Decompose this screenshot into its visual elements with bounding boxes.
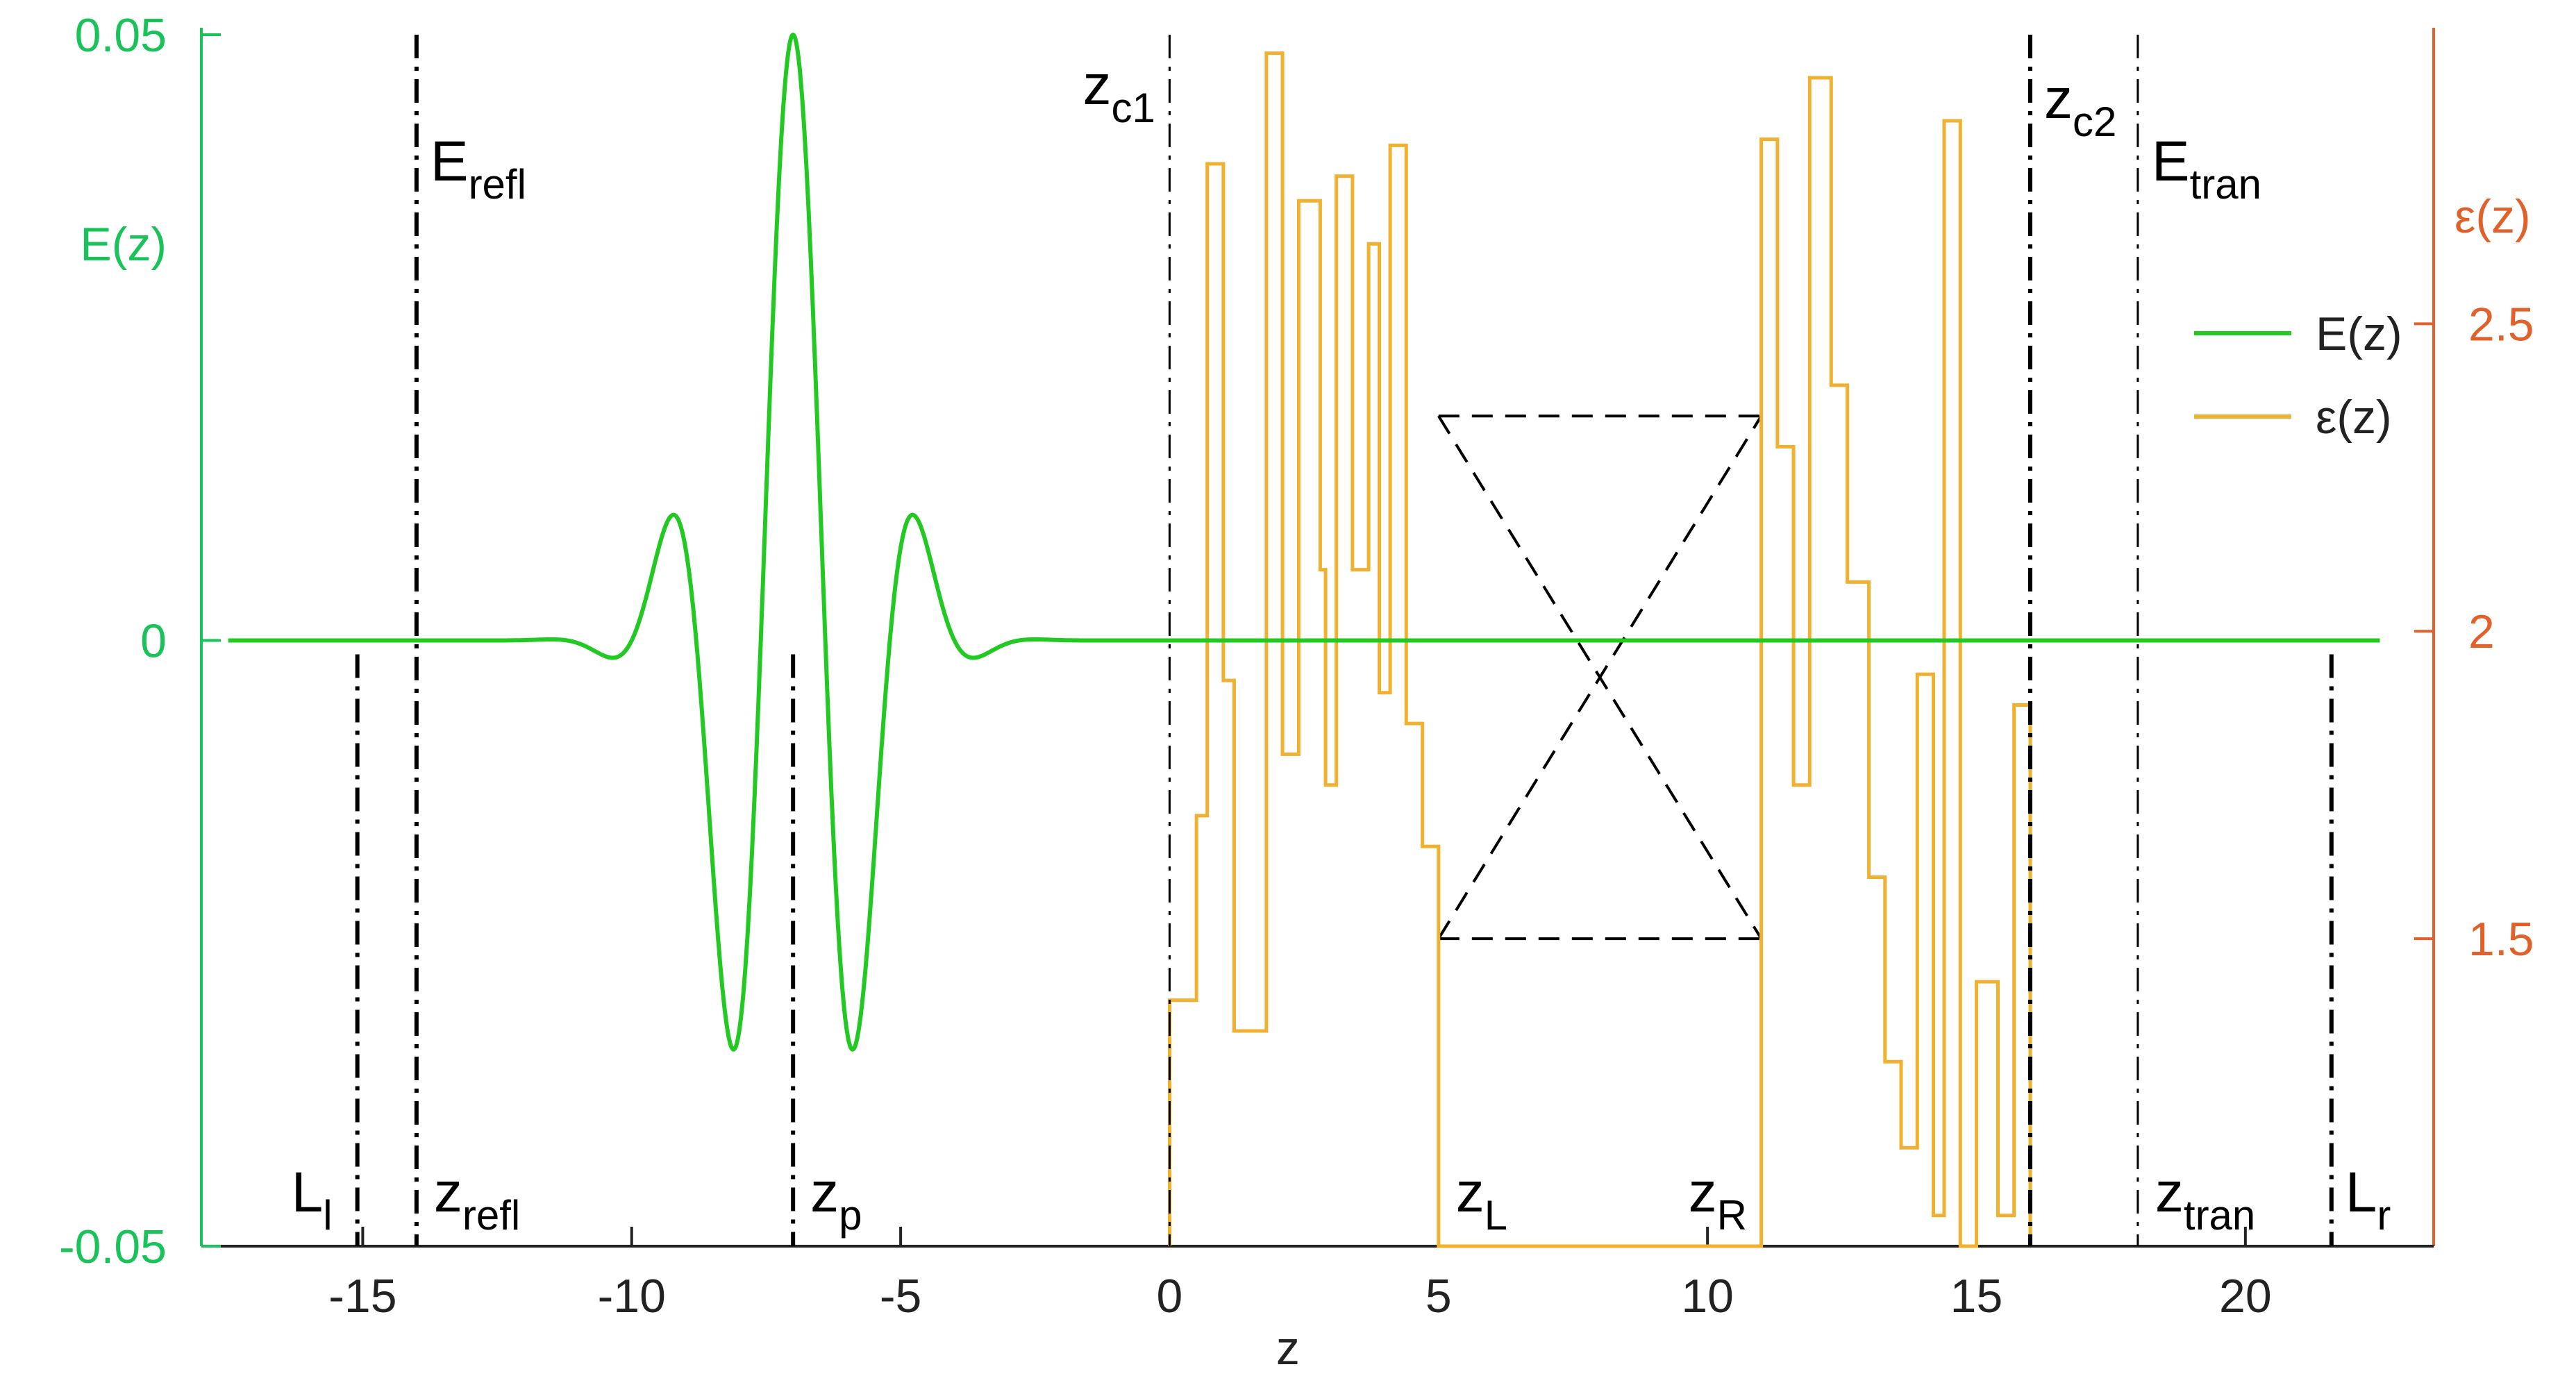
legend-label: ε(z) bbox=[2316, 391, 2392, 444]
right-y-tick-label: 1.5 bbox=[2468, 913, 2534, 966]
marker-label-l-r: Lr bbox=[2345, 1161, 2391, 1239]
e-field-series-line bbox=[226, 33, 2382, 1052]
left-y-tick-label: -0.05 bbox=[59, 1220, 167, 1273]
left-y-axis-label: E(z) bbox=[80, 218, 167, 271]
marker-label-z-refl: zrefl bbox=[434, 1161, 520, 1239]
marker-label-z-c2: zc2 bbox=[2044, 67, 2116, 145]
right-y-tick-label: 2 bbox=[2468, 605, 2495, 658]
legend-label: E(z) bbox=[2316, 308, 2402, 360]
x-tick-label: 15 bbox=[1950, 1270, 2003, 1323]
right-y-tick-label: 2.5 bbox=[2468, 298, 2534, 351]
marker-label-e-refl: Erefl bbox=[430, 130, 526, 208]
x-tick-label: -10 bbox=[598, 1270, 666, 1323]
marker-label-z-c1: zc1 bbox=[1082, 53, 1155, 131]
marker-label-l-l: Ll bbox=[292, 1161, 333, 1239]
marker-label-z-tran: ztran bbox=[2155, 1161, 2255, 1239]
x-tick-label: -5 bbox=[880, 1270, 921, 1323]
x-tick-label: 20 bbox=[2219, 1270, 2272, 1323]
dashed-box-diagonal bbox=[1437, 415, 1763, 940]
right-y-axis-label: ε(z) bbox=[2454, 190, 2531, 243]
x-tick-label: 5 bbox=[1425, 1270, 1452, 1323]
x-axis-label: z bbox=[1276, 1322, 1300, 1375]
left-y-tick-label: 0 bbox=[140, 615, 167, 668]
marker-label-z-p: zp bbox=[810, 1161, 862, 1239]
x-tick-label: 0 bbox=[1157, 1270, 1183, 1323]
marker-label-z-l: zL bbox=[1456, 1161, 1507, 1239]
x-tick-label: 10 bbox=[1681, 1270, 1734, 1323]
epsilon-series-line bbox=[1168, 51, 2032, 1248]
marker-label-z-r: zR bbox=[1689, 1161, 1747, 1239]
left-y-tick-label: 0.05 bbox=[75, 9, 167, 62]
x-tick-label: -15 bbox=[328, 1270, 396, 1323]
marker-label-e-tran: Etran bbox=[2152, 130, 2261, 208]
